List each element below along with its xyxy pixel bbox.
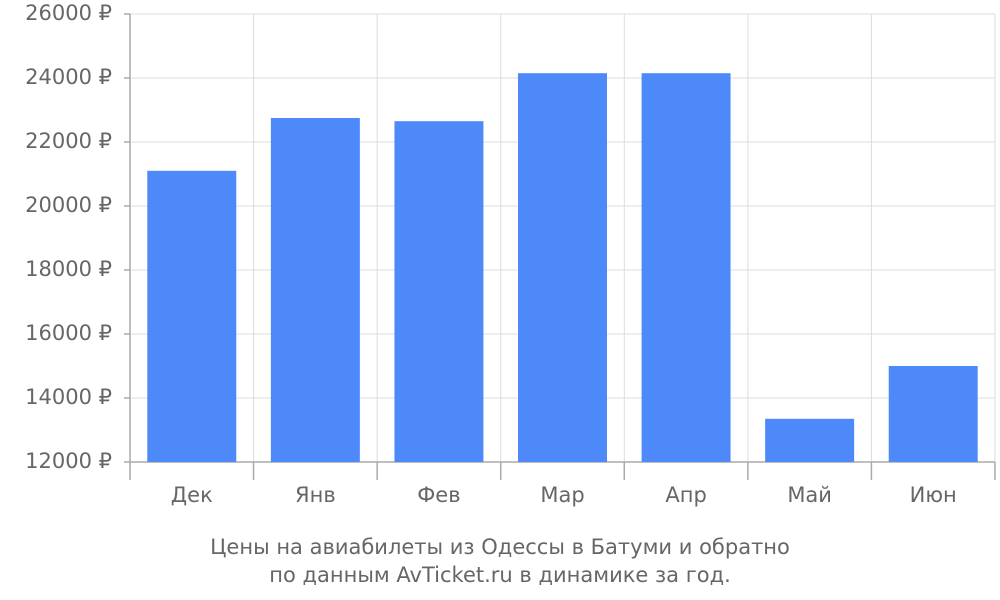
y-tick-label: 20000 ₽ [25, 193, 112, 217]
bar [147, 170, 237, 463]
y-tick-label: 14000 ₽ [25, 385, 112, 409]
x-tick-label: Апр [665, 483, 706, 507]
y-tick-label: 26000 ₽ [25, 1, 112, 25]
x-tick-label: Май [787, 483, 832, 507]
x-tick-label: Дек [171, 483, 213, 507]
bar [518, 73, 607, 462]
y-tick-label: 24000 ₽ [25, 65, 112, 89]
x-tick-label: Янв [295, 483, 336, 507]
x-tick-label: Июн [910, 483, 957, 507]
y-tick-label: 18000 ₽ [25, 257, 112, 281]
bar [641, 73, 731, 462]
y-tick-label: 16000 ₽ [25, 321, 112, 345]
x-tick-label: Мар [540, 483, 584, 507]
y-tick-label: 22000 ₽ [25, 129, 112, 153]
bar [394, 121, 484, 462]
y-tick-label: 12000 ₽ [25, 449, 112, 473]
bar [888, 366, 978, 462]
x-tick-label: Фев [417, 483, 460, 507]
bar [765, 418, 855, 462]
chart-subtitle: по данным AvTicket.ru в динамике за год. [269, 563, 731, 587]
chart-title: Цены на авиабилеты из Одессы в Батуми и … [210, 535, 790, 559]
bar [270, 118, 360, 462]
